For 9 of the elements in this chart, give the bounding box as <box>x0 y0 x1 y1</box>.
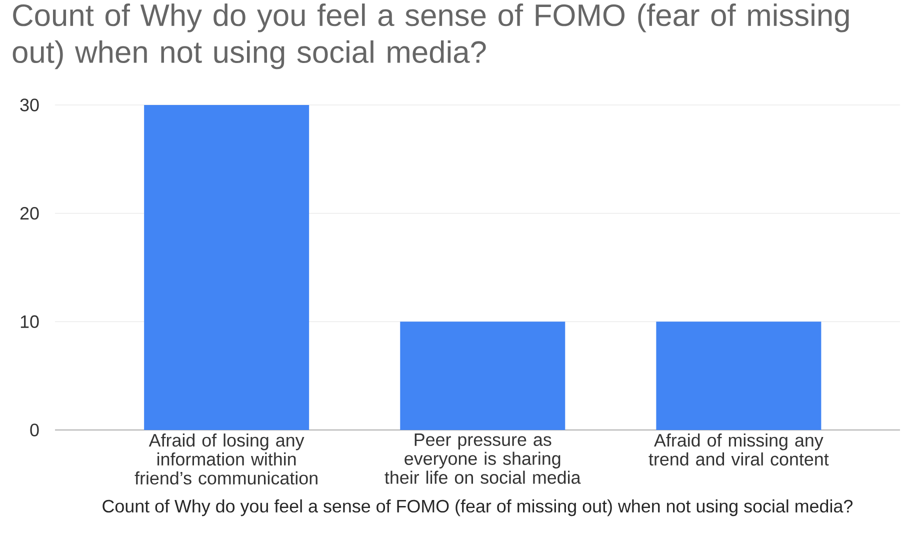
x-tick-label: Peer pressure as everyone is sharing their life on social media <box>384 434 581 484</box>
y-tick-label: 30 <box>20 98 39 112</box>
y-tick-label: 0 <box>30 424 39 436</box>
y-tick-label: 20 <box>20 206 39 220</box>
x-axis-title: Count of Why do you feel a sense of FOMO (fear of missing out) when not using social media? <box>102 499 853 516</box>
x-tick-label: Afraid of losing any information within friend’s communication <box>134 434 318 485</box>
x-tick-label: Afraid of missing any trend and viral content <box>648 434 829 466</box>
chart-title: Count of Why do you feel a sense of FOMO (fear of missing out) when not using social media? <box>12 3 849 70</box>
y-tick-label: 10 <box>20 315 39 328</box>
